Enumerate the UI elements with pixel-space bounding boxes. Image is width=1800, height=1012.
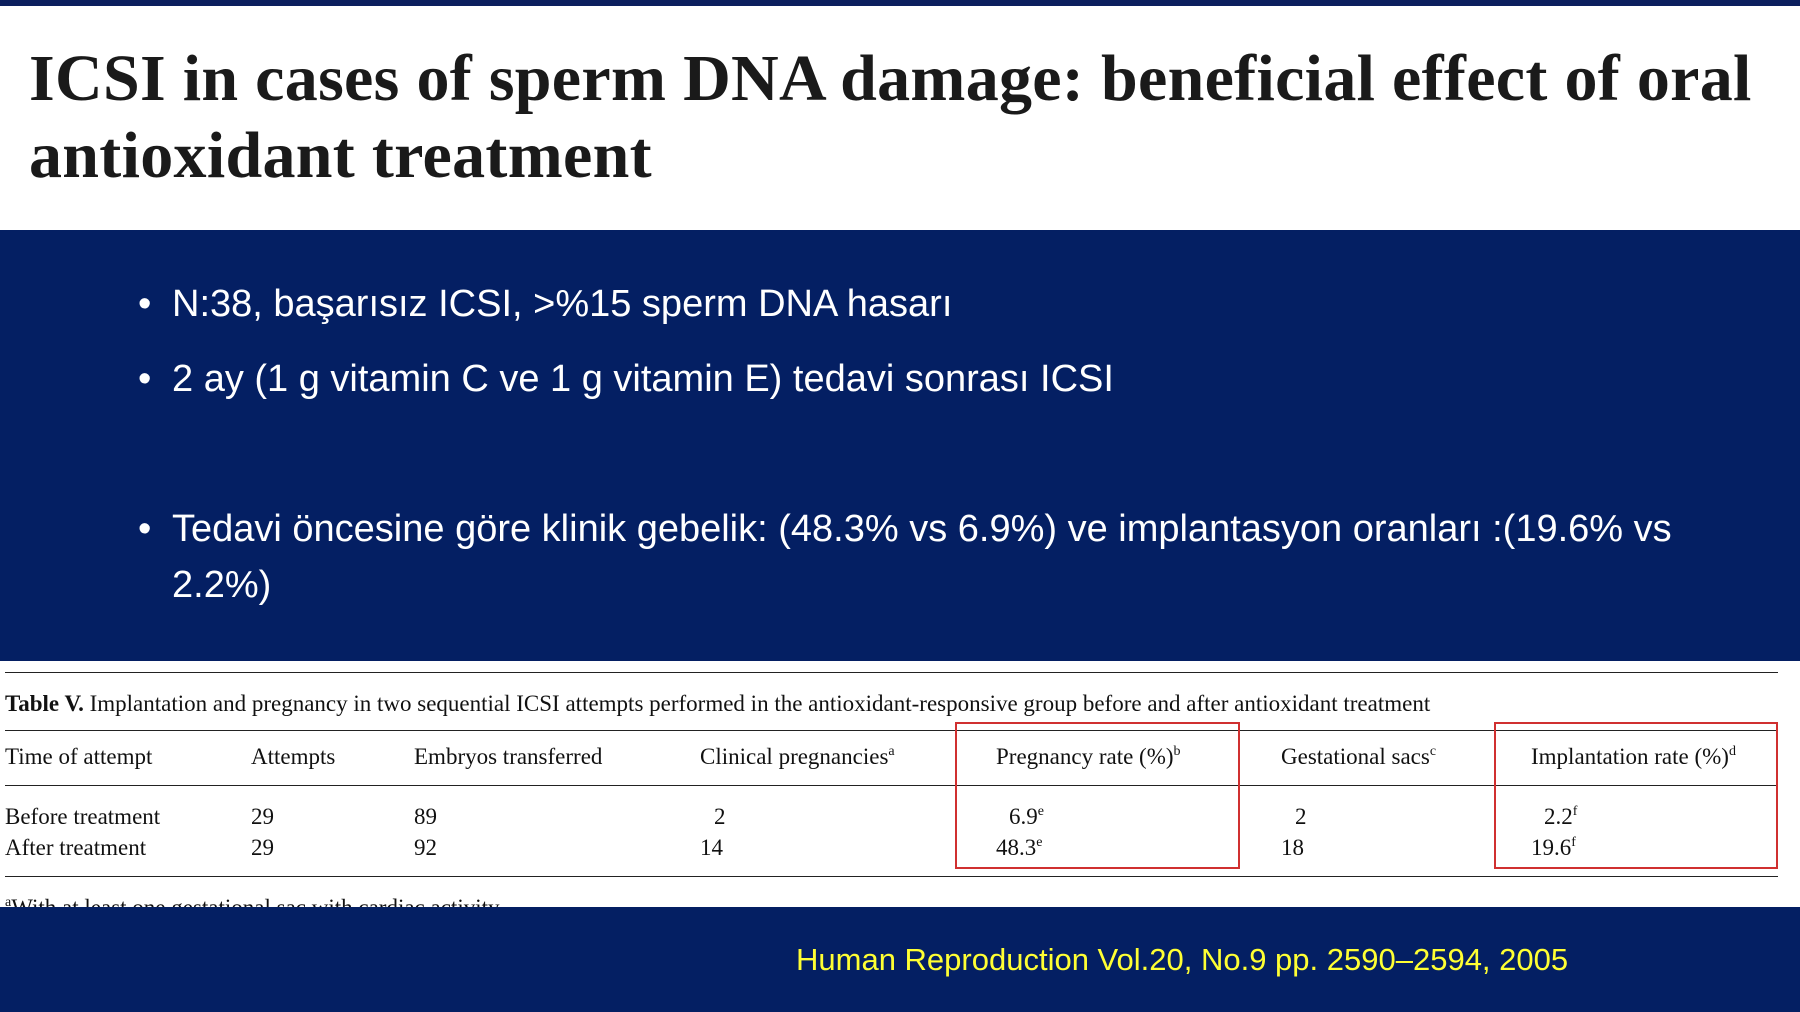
table-cell-text: 89 <box>414 804 437 829</box>
table-rule <box>5 672 1778 673</box>
table-cell-text: 29 <box>251 804 274 829</box>
table-cell-text: 6.9 <box>1009 804 1038 829</box>
bullet: Tedavi öncesine göre klinik gebelik: (48… <box>138 501 1738 613</box>
table-cell-text: 92 <box>414 835 437 860</box>
table-cell: 89 <box>414 803 437 831</box>
table-cell: 2.2f <box>1544 803 1577 831</box>
table-cell-text: 2.2 <box>1544 804 1573 829</box>
table-label: Table V. <box>5 691 84 716</box>
table-cell-text: After treatment <box>5 835 147 860</box>
table-cell: 48.3e <box>996 834 1042 862</box>
header-cell-sup: b <box>1173 744 1181 759</box>
table-cell: 92 <box>414 834 437 862</box>
table-figure: Table V. Implantation and pregnancy in t… <box>0 661 1800 907</box>
citation: Human Reproduction Vol.20, No.9 pp. 2590… <box>796 942 1569 977</box>
table-cell: 29 <box>251 803 274 831</box>
bullet-panel: N:38, başarısız ICSI, >%15 sperm DNA has… <box>0 230 1800 661</box>
table-cell-sup: f <box>1572 804 1578 819</box>
top-line <box>0 0 1800 6</box>
table-rule <box>5 785 1778 786</box>
highlight-box <box>955 722 1240 869</box>
header-cell: Implantation rate (%)d <box>1531 743 1736 771</box>
table-cell-text: 14 <box>700 835 723 860</box>
header-cell-sup: a <box>888 744 895 759</box>
footer-band <box>0 907 1800 1012</box>
table-cell-text: Before treatment <box>5 804 161 829</box>
header-cell-sup: c <box>1429 744 1437 759</box>
header-cell-text: Embryos transferred <box>414 744 603 769</box>
caption-text: Implantation and pregnancy in two sequen… <box>89 691 1431 716</box>
table-cell: 19.6f <box>1531 834 1576 862</box>
table-cell-sup: e <box>1037 804 1044 819</box>
slide-title: ICSI in cases of sperm DNA damage: benef… <box>29 42 1752 192</box>
table-cell: 2 <box>714 803 726 831</box>
table-cell-sup: f <box>1571 835 1576 850</box>
table-cell-text: 48.3 <box>996 835 1037 860</box>
table-cell: 2 <box>1295 803 1307 831</box>
header-cell-text: Clinical pregnancies <box>700 744 889 769</box>
table-cell-text: 29 <box>251 835 274 860</box>
table-cell: After treatment <box>5 834 146 862</box>
highlight-box <box>1494 722 1778 869</box>
header-cell: Embryos transferred <box>414 743 602 771</box>
table-cell: 18 <box>1281 834 1304 862</box>
header-cell: Clinical pregnanciesa <box>700 743 895 771</box>
table-rule <box>5 876 1778 877</box>
header-cell-text: Implantation rate (%) <box>1531 744 1729 769</box>
table-cell: 14 <box>700 834 723 862</box>
table-cell-sup: e <box>1036 835 1043 850</box>
table-cell: Before treatment <box>5 803 160 831</box>
header-cell-text: Time of attempt <box>5 744 153 769</box>
table-cell: 29 <box>251 834 274 862</box>
table-cell-text: 2 <box>714 804 726 829</box>
footnote-mark: a <box>5 895 12 908</box>
header-cell-sup: d <box>1728 744 1736 759</box>
footnote-text: With at least one gestational sac with c… <box>11 895 499 907</box>
table-footnote: aWith at least one gestational sac with … <box>5 894 500 907</box>
header-cell: Gestational sacsc <box>1281 743 1436 771</box>
header-cell-text: Pregnancy rate (%) <box>996 744 1174 769</box>
table-cell-text: 19.6 <box>1531 835 1572 860</box>
header-cell: Attempts <box>251 743 335 771</box>
table-cell-text: 2 <box>1295 804 1307 829</box>
table-cell-text: 18 <box>1281 835 1304 860</box>
bullet: N:38, başarısız ICSI, >%15 sperm DNA has… <box>138 276 1738 332</box>
table-rule <box>5 730 1778 731</box>
header-cell-text: Gestational sacs <box>1281 744 1430 769</box>
table-cell: 6.9e <box>1009 803 1044 831</box>
table-caption: Table V. Implantation and pregnancy in t… <box>5 690 1775 718</box>
header-cell-text: Attempts <box>251 744 336 769</box>
header-cell: Pregnancy rate (%)b <box>996 743 1181 771</box>
bullet: 2 ay (1 g vitamin C ve 1 g vitamin E) te… <box>138 351 1738 407</box>
header-cell: Time of attempt <box>5 743 152 771</box>
